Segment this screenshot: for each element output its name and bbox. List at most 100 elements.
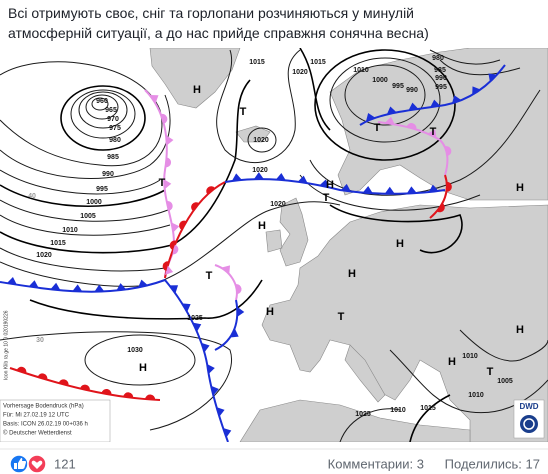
front-triangle: [221, 265, 231, 274]
isobar: [84, 334, 196, 386]
front-semicircle: [123, 392, 134, 398]
isobar-label: 985: [434, 67, 446, 74]
front-semicircle: [446, 181, 452, 192]
isobar: [29, 279, 263, 320]
front-triangle: [428, 184, 439, 193]
front-semicircle: [37, 373, 48, 380]
info-line: Vorhersage Bodendruck (hPa): [3, 404, 84, 410]
isobars: [0, 48, 548, 442]
info-line: Für: Mi 27.02.19 12 UTC: [3, 413, 70, 419]
isobar: [216, 49, 301, 164]
front-semicircle: [179, 220, 187, 230]
comments-count[interactable]: Комментарии: 3: [328, 456, 424, 471]
front-triangle: [216, 407, 225, 417]
cold-front: [224, 178, 446, 195]
front-triangle: [28, 280, 39, 288]
front-triangle: [430, 99, 441, 108]
front-triangle: [138, 279, 148, 288]
front-triangle: [384, 186, 395, 194]
front-triangle: [192, 322, 202, 332]
logo-icon: [523, 418, 535, 430]
isobar: [299, 48, 331, 131]
front-semicircle: [145, 394, 156, 400]
cold-front: [214, 299, 239, 351]
isobar-label: 1020: [252, 167, 268, 174]
isobar-label: 1010: [462, 353, 478, 360]
info-line: Basis: ICON 26.02.19 00+036 h: [3, 422, 88, 428]
isobar: [0, 214, 171, 236]
italy: [344, 344, 386, 403]
isobar-label: 1030: [127, 347, 143, 354]
front-semicircle: [206, 186, 216, 195]
low-center: T: [159, 177, 166, 189]
grid-label: 40: [28, 193, 36, 200]
isobar: [0, 199, 169, 222]
isobar-label: 975: [109, 125, 121, 132]
isobar: [91, 97, 109, 111]
isobar: [0, 61, 163, 167]
logo: DWD: [519, 402, 538, 411]
front-semicircle: [16, 366, 27, 374]
front-triangle: [488, 73, 497, 82]
reactions[interactable]: 121: [9, 454, 76, 474]
isobar-label: 1000: [372, 77, 388, 84]
isobar: [70, 89, 136, 139]
isobar-label: 980: [432, 55, 444, 62]
front-triangle: [297, 175, 308, 184]
isobar: [344, 64, 426, 126]
high-center: H: [396, 238, 404, 250]
isobar: [409, 394, 451, 442]
high-center: H: [516, 182, 524, 194]
cold-front: [359, 64, 506, 126]
isobar-label: 1020: [36, 252, 52, 259]
isobar: [329, 57, 441, 143]
front-triangle: [340, 183, 351, 192]
isobar-label: 1020: [270, 201, 286, 208]
warm-front: [429, 174, 448, 219]
isobar-label: 1025: [187, 315, 203, 322]
front-triangle: [366, 113, 376, 122]
isobar: [0, 201, 341, 287]
front-triangle: [166, 135, 174, 146]
front-triangle: [237, 306, 245, 317]
high-center: H: [266, 306, 274, 318]
front-triangle: [408, 102, 419, 111]
greenland: [149, 48, 241, 109]
isobar: [78, 91, 128, 129]
isobar: [459, 329, 548, 362]
isobar: [329, 204, 463, 254]
like-glyph: [14, 458, 27, 469]
high-center: H: [193, 84, 201, 96]
low-center: T: [487, 366, 494, 378]
shares-count[interactable]: Поделились: 17: [445, 456, 540, 471]
isobar-label: 985: [107, 154, 119, 161]
love-glyph: [31, 460, 43, 469]
isobar-label: 1020: [292, 69, 308, 76]
isobar: [389, 349, 548, 414]
isobar-label: 1010: [353, 67, 369, 74]
high-center: H: [139, 362, 147, 374]
isobar: [0, 79, 251, 254]
isobar: [314, 49, 456, 161]
isobar-label: 990: [435, 75, 447, 82]
isobar: [429, 49, 521, 76]
isobar-label: 960: [96, 98, 108, 105]
front-triangle: [472, 86, 481, 95]
front-triangle: [427, 129, 437, 138]
high-center: H: [516, 324, 524, 336]
isobar: [0, 94, 171, 180]
front-triangle: [149, 95, 159, 104]
isobar-label: 1010: [390, 407, 406, 414]
continental-europe: [261, 204, 548, 442]
isobar: [85, 94, 119, 120]
low-center: T: [338, 311, 345, 323]
front-triangle: [72, 284, 83, 292]
isobar: [0, 169, 161, 195]
front-triangle: [451, 95, 462, 104]
front-triangle: [210, 385, 219, 396]
info-line: © Deutscher Wetterdienst: [3, 430, 72, 437]
front-semicircle: [80, 384, 90, 391]
